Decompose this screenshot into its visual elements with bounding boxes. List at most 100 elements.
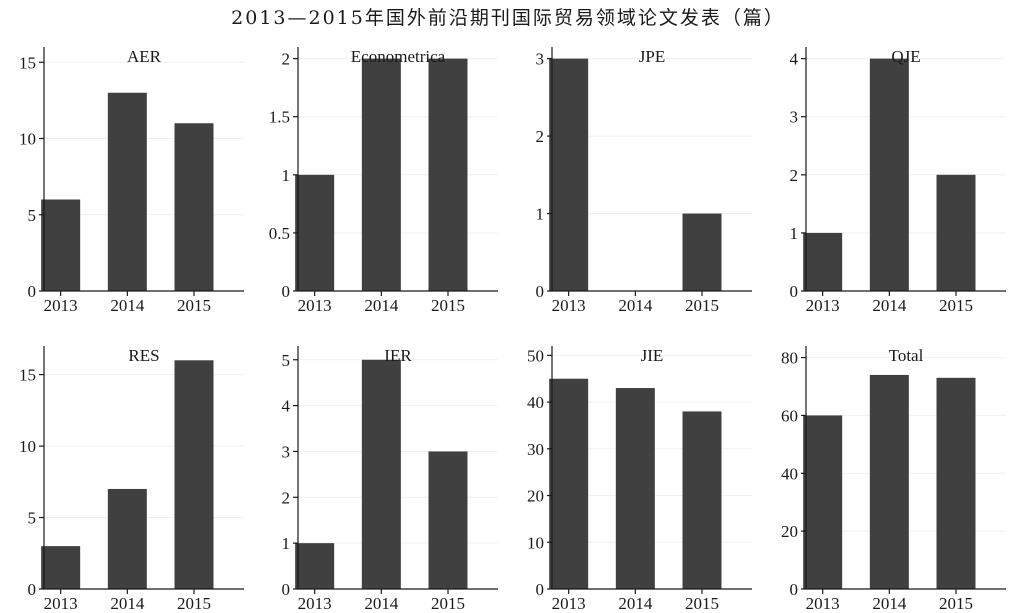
- y-tick-label: 0: [28, 282, 37, 301]
- y-tick-label: 2: [536, 127, 545, 146]
- panel-res: 2013 2014 2015 0 5 10 15 RES: [19, 346, 244, 613]
- panel-title: AER: [127, 47, 162, 66]
- bar-total-2014: [869, 374, 909, 589]
- y-tick-label: 3: [282, 442, 291, 461]
- bar-jie-2013: [549, 378, 589, 589]
- y-tick-label: 2: [282, 50, 291, 69]
- y-tick-label: 40: [781, 464, 798, 483]
- x-tick-label: 2015: [177, 594, 211, 613]
- panel-ier: 2013 2014 2015 0 1 2 3 4 5 IER: [282, 346, 498, 613]
- y-tick-label: 30: [527, 440, 544, 459]
- bar-aer-2013: [41, 199, 81, 291]
- panel-qje: 2013 2014 2015 0 1 2 3 4 QJE: [790, 47, 1006, 315]
- y-tick-label: 0: [790, 580, 799, 599]
- y-tick-label: 0: [790, 282, 799, 301]
- bar-econometrica-2015: [428, 58, 468, 291]
- x-tick-label: 2014: [872, 594, 907, 613]
- y-tick-label: 3: [790, 108, 799, 127]
- panel-title: JIE: [641, 346, 664, 365]
- y-tick-label: 10: [19, 130, 36, 149]
- panel-title: IER: [384, 346, 412, 365]
- y-tick-label: 0: [282, 282, 291, 301]
- bar-aer-2014: [107, 92, 147, 291]
- x-tick-label: 2014: [618, 594, 653, 613]
- x-tick-label: 2014: [364, 594, 399, 613]
- y-tick-label: 2: [282, 488, 291, 507]
- x-tick-label: 2015: [939, 296, 973, 315]
- x-tick-label: 2014: [110, 296, 145, 315]
- bar-ier-2014: [361, 359, 401, 589]
- bar-jpe-2013: [549, 58, 589, 291]
- y-tick-label: 5: [28, 206, 37, 225]
- bar-econometrica-2014: [361, 58, 401, 291]
- x-tick-label: 2013: [298, 594, 332, 613]
- panel-title: JPE: [639, 47, 665, 66]
- x-tick-label: 2014: [110, 594, 145, 613]
- bar-jie-2014: [615, 388, 655, 589]
- bar-res-2014: [107, 488, 147, 589]
- bar-econometrica-2013: [295, 174, 335, 291]
- bar-qje-2015: [936, 174, 976, 291]
- y-tick-label: 0: [28, 580, 37, 599]
- y-tick-label: 15: [19, 366, 36, 385]
- bar-qje-2014: [869, 58, 909, 291]
- x-tick-label: 2015: [685, 594, 719, 613]
- x-tick-label: 2013: [806, 594, 840, 613]
- x-tick-label: 2013: [44, 594, 78, 613]
- x-tick-label: 2015: [431, 296, 465, 315]
- bar-ier-2015: [428, 451, 468, 589]
- y-tick-label: 3: [536, 50, 545, 69]
- panel-title: RES: [128, 346, 159, 365]
- bar-jie-2015: [682, 411, 722, 589]
- y-tick-label: 4: [282, 397, 291, 416]
- y-tick-label: 4: [790, 50, 799, 69]
- y-tick-label: 1: [282, 166, 291, 185]
- panel-total: 2013 2014 2015 0 20 40 60 80 Total: [781, 346, 1006, 613]
- panel-title: Total: [889, 346, 924, 365]
- panel-jpe: 2013 2014 2015 0 1 2 3 JPE: [536, 47, 752, 315]
- x-tick-label: 2014: [872, 296, 907, 315]
- y-tick-label: 10: [19, 437, 36, 456]
- y-tick-label: 15: [19, 53, 36, 72]
- x-tick-label: 2013: [298, 296, 332, 315]
- y-tick-label: 1: [536, 205, 545, 224]
- y-tick-label: 40: [527, 393, 544, 412]
- y-tick-label: 2: [790, 166, 799, 185]
- bar-res-2013: [41, 546, 81, 589]
- x-tick-label: 2015: [939, 594, 973, 613]
- bar-ier-2013: [295, 543, 335, 589]
- bar-res-2015: [174, 360, 214, 589]
- panel-econometrica: 2013 2014 2015 0 0.5 1 1.5 2 Econometrica: [269, 47, 498, 315]
- y-tick-label: 80: [781, 349, 798, 368]
- y-tick-label: 0: [536, 580, 545, 599]
- y-tick-label: 0: [282, 580, 291, 599]
- panel-aer: 2013 2014 2015 0 5 10 15 AER: [19, 47, 244, 315]
- y-tick-label: 1: [790, 224, 799, 243]
- bar-qje-2013: [803, 232, 843, 291]
- figure-title: 2013—2015年国外前沿期刊国际贸易领域论文发表（篇）: [231, 7, 785, 29]
- bar-total-2013: [803, 415, 843, 589]
- x-tick-label: 2013: [806, 296, 840, 315]
- panel-jie: 2013 2014 2015 0 10 20 30 40 50 JIE: [527, 346, 752, 613]
- y-tick-label: 1.5: [269, 108, 290, 127]
- x-tick-label: 2013: [44, 296, 78, 315]
- panel-title: Econometrica: [351, 47, 446, 66]
- y-tick-label: 60: [781, 406, 798, 425]
- panel-title: QJE: [891, 47, 920, 66]
- bar-jpe-2015: [682, 213, 722, 291]
- y-tick-label: 0.5: [269, 224, 290, 243]
- x-tick-label: 2015: [685, 296, 719, 315]
- y-tick-label: 10: [527, 533, 544, 552]
- x-tick-label: 2014: [618, 296, 653, 315]
- y-tick-label: 50: [527, 346, 544, 365]
- x-tick-label: 2013: [552, 594, 586, 613]
- bar-total-2015: [936, 377, 976, 589]
- y-tick-label: 20: [781, 522, 798, 541]
- bar-aer-2015: [174, 123, 214, 291]
- x-tick-label: 2014: [364, 296, 399, 315]
- y-tick-label: 5: [28, 509, 37, 528]
- x-tick-label: 2015: [431, 594, 465, 613]
- y-tick-label: 0: [536, 282, 545, 301]
- y-tick-label: 20: [527, 487, 544, 506]
